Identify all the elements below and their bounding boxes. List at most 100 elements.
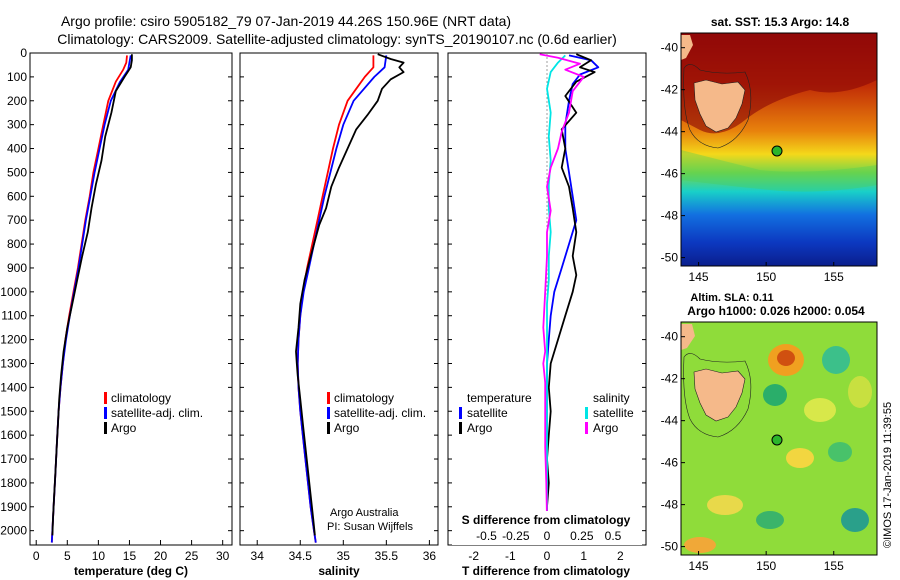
diff-series-t-argo	[546, 53, 596, 536]
sst-mainland	[681, 35, 693, 60]
sal-series-satellite-adj-clim-	[296, 55, 388, 543]
legend-t-argo-swatch	[459, 422, 462, 434]
salinity-diff-tick-label: 0	[544, 529, 551, 543]
depth-tick-label: 500	[7, 165, 27, 179]
salinity-profiles	[295, 53, 405, 543]
sal-xtick-label: 34.5	[289, 549, 313, 563]
salinity-axis: 34 34.5 35 35.5 36	[240, 52, 438, 563]
sst-lat-label: -40	[661, 41, 679, 55]
sla-tasmania	[693, 368, 746, 422]
depth-tick-label: 300	[7, 118, 27, 132]
temperature-legend-satellite-swatch	[104, 407, 107, 419]
sla-eddy-2	[822, 346, 850, 374]
depth-tick-label: 400	[7, 142, 27, 156]
salinity-legend-climatology-swatch	[327, 392, 330, 404]
figure-title-line2: Climatology: CARS2009. Satellite-adjuste…	[57, 31, 617, 47]
sst-front	[681, 150, 877, 192]
sst-lon-label: 145	[689, 270, 709, 284]
temp-xtick-label: 10	[92, 549, 106, 563]
salinity-legend-satellite-swatch	[327, 407, 330, 419]
temperature-profiles	[50, 54, 133, 543]
sst-lon-label: 155	[824, 270, 844, 284]
sst-lat-label: -50	[661, 251, 679, 265]
temp-xtick-label: 20	[154, 549, 168, 563]
sla-eddy-3	[763, 384, 787, 406]
sla-argo-marker	[771, 434, 783, 446]
depth-tick-label: 1200	[0, 333, 27, 347]
credit-line1: Argo Australia	[330, 507, 399, 519]
credit-line2: PI: Susan Wijffels	[327, 521, 413, 533]
temperature-legend: climatology satellite-adj. clim. Argo	[104, 391, 203, 435]
depth-tick-label: 1900	[0, 500, 27, 514]
depth-tick-label: 0	[20, 46, 27, 60]
diff-xtick-label: -2	[468, 549, 479, 563]
depth-tick-label: 600	[7, 189, 27, 203]
sla-map-axis: -40 -42 -44 -46 -48 -50 145 150 155	[661, 330, 844, 573]
salinity-diff-tick-label: -0.5	[476, 529, 497, 543]
temp-xtick-label: 25	[185, 549, 199, 563]
sst-lat-label: -46	[661, 167, 679, 181]
sla-eddy-1-core	[777, 350, 795, 366]
diff-xtick-label: 0	[544, 549, 551, 563]
sla-eddy-7	[828, 442, 852, 462]
temperature-axis: 0 5 10 15 20 25 300100200300400500600700800900…	[0, 46, 232, 563]
legend-salinity-title: salinity	[593, 391, 630, 405]
temperature-legend-climatology-swatch	[104, 392, 107, 404]
depth-tick-label: 1500	[0, 404, 27, 418]
salinity-difference-axis: -0.5 -0.25 0 0.25 0.5	[476, 529, 622, 543]
imos-stamp: ©IMOS 17-Jan-2019 11:39:55	[882, 402, 894, 548]
diff-series-s-argo	[539, 53, 585, 536]
temperature-xlabel: temperature (deg C)	[74, 564, 188, 578]
legend-s-argo-swatch	[585, 422, 588, 434]
depth-tick-label: 2000	[0, 524, 27, 538]
depth-tick-label: 1800	[0, 476, 27, 490]
salinity-panel	[239, 52, 439, 546]
sst-map-frame	[680, 32, 878, 267]
temp-series-argo	[51, 54, 133, 536]
sla-mainland	[681, 324, 695, 350]
legend-temperature-title: temperature	[467, 391, 532, 405]
sla-eddy-4	[804, 398, 836, 422]
salinity-legend-climatology: climatology	[334, 391, 394, 405]
sal-xtick-label: 35.5	[375, 549, 399, 563]
depth-tick-label: 100	[7, 70, 27, 84]
sla-lat-label: -50	[661, 540, 679, 554]
sal-xtick-label: 35	[337, 549, 351, 563]
sst-map-title: sat. SST: 15.3 Argo: 14.8	[711, 15, 850, 29]
sla-lat-label: -44	[661, 414, 679, 428]
sla-eddy-10	[841, 508, 869, 532]
legend-s-satellite: satellite	[593, 406, 634, 420]
temperature-legend-climatology: climatology	[111, 391, 171, 405]
depth-tick-label: 700	[7, 213, 27, 227]
salinity-diff-axis-box	[452, 511, 642, 545]
legend-t-satellite-swatch	[459, 407, 462, 419]
diff-xtick-label: 2	[617, 549, 624, 563]
sla-eddy-11	[684, 537, 716, 553]
sla-map	[681, 322, 877, 555]
sst-map	[681, 33, 877, 266]
sla-map-frame	[680, 321, 878, 556]
difference-xlabel: T difference from climatology	[462, 564, 630, 578]
salinity-legend-argo-swatch	[327, 422, 330, 434]
sla-lon-label: 145	[689, 559, 709, 573]
salinity-legend-satellite: satellite-adj. clim.	[334, 406, 426, 420]
salinity-diff-tick-label: 0.25	[570, 529, 594, 543]
figure-title-line1: Argo profile: csiro 5905182_79 07-Jan-20…	[61, 13, 511, 29]
depth-tick-label: 1400	[0, 380, 27, 394]
depth-tick-label: 1600	[0, 428, 27, 442]
difference-profiles	[539, 53, 600, 543]
sla-lon-label: 155	[824, 559, 844, 573]
salinity-difference-label: S difference from climatology	[462, 513, 631, 527]
legend-t-argo: Argo	[467, 421, 493, 435]
sla-eddy-9	[756, 511, 784, 529]
sal-series-argo	[295, 53, 405, 536]
temp-xtick-label: 15	[123, 549, 137, 563]
legend-s-argo: Argo	[593, 421, 619, 435]
temp-xtick-label: 5	[64, 549, 71, 563]
sla-lat-label: -46	[661, 456, 679, 470]
sla-eddy-8	[707, 495, 743, 515]
temperature-legend-satellite: satellite-adj. clim.	[111, 406, 203, 420]
salinity-xlabel: salinity	[318, 564, 360, 578]
sst-argo-marker	[771, 145, 783, 157]
